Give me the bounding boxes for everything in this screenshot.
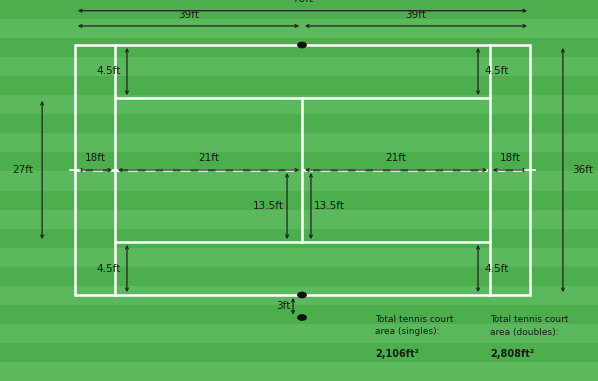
- Text: 18ft: 18ft: [84, 153, 105, 163]
- Bar: [0, 76, 598, 95]
- Bar: [0, 286, 598, 305]
- Text: 39ft: 39ft: [178, 10, 199, 20]
- Circle shape: [298, 42, 306, 48]
- Text: 4.5ft: 4.5ft: [484, 67, 508, 77]
- Bar: [0, 190, 598, 210]
- Text: 27ft: 27ft: [12, 165, 33, 175]
- Bar: [0, 133, 598, 152]
- Circle shape: [298, 315, 306, 320]
- Text: Total tennis court
area (doubles):: Total tennis court area (doubles):: [490, 315, 569, 336]
- Circle shape: [298, 292, 306, 298]
- Bar: [0, 0, 598, 19]
- Bar: [0, 95, 598, 114]
- Bar: [0, 210, 598, 229]
- Text: 18ft: 18ft: [499, 153, 520, 163]
- Bar: [0, 305, 598, 324]
- Text: 13.5ft: 13.5ft: [253, 201, 284, 211]
- Bar: [0, 38, 598, 57]
- Text: 4.5ft: 4.5ft: [97, 264, 121, 274]
- Bar: [0, 324, 598, 343]
- Bar: [75, 45, 530, 295]
- Bar: [0, 19, 598, 38]
- Bar: [0, 57, 598, 76]
- Text: 39ft: 39ft: [405, 10, 426, 20]
- Bar: [0, 114, 598, 133]
- Text: 4.5ft: 4.5ft: [97, 67, 121, 77]
- Bar: [0, 362, 598, 381]
- Bar: [0, 229, 598, 248]
- Text: Total tennis court
area (singles):: Total tennis court area (singles):: [375, 315, 453, 336]
- Bar: [0, 267, 598, 286]
- Text: 21ft: 21ft: [198, 153, 219, 163]
- Text: 36ft: 36ft: [572, 165, 593, 175]
- Bar: [0, 171, 598, 190]
- Bar: [0, 152, 598, 171]
- Text: 2,808ft²: 2,808ft²: [490, 349, 534, 359]
- Text: 4.5ft: 4.5ft: [484, 264, 508, 274]
- Bar: [0, 343, 598, 362]
- Text: 13.5ft: 13.5ft: [314, 201, 345, 211]
- Text: 3ft: 3ft: [276, 301, 290, 311]
- Text: 2,106ft²: 2,106ft²: [375, 349, 419, 359]
- Text: 78ft: 78ft: [292, 0, 313, 4]
- Bar: [0, 248, 598, 267]
- Text: 21ft: 21ft: [386, 153, 407, 163]
